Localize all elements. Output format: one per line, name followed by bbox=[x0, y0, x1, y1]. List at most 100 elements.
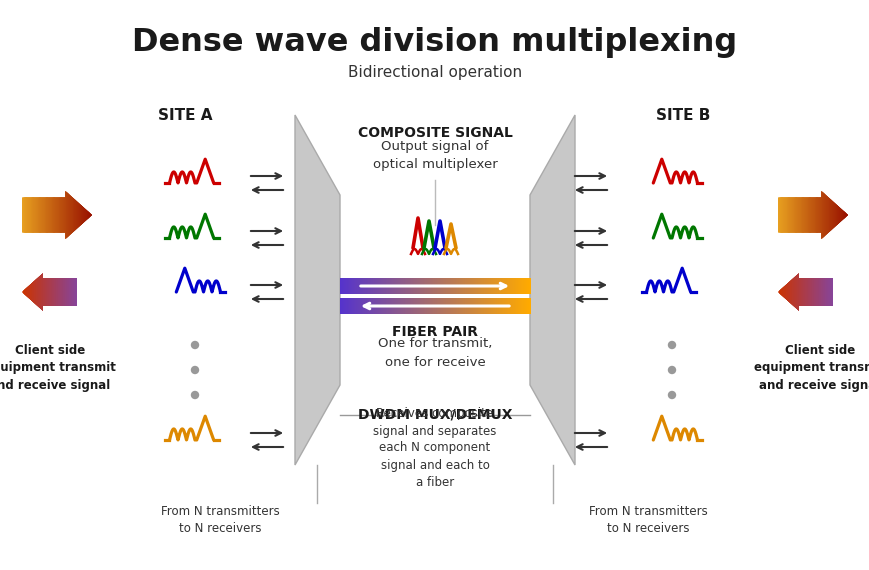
Bar bbox=[393, 278, 395, 294]
Bar bbox=[453, 298, 454, 314]
Bar bbox=[348, 278, 350, 294]
Bar bbox=[413, 278, 414, 294]
Bar bbox=[398, 298, 399, 314]
Bar bbox=[426, 278, 427, 294]
Bar bbox=[391, 298, 392, 314]
Bar bbox=[62, 273, 63, 311]
Bar bbox=[46, 273, 48, 311]
Bar bbox=[77, 191, 79, 239]
Bar bbox=[487, 298, 488, 314]
Bar bbox=[356, 278, 358, 294]
Bar bbox=[503, 298, 505, 314]
Bar bbox=[33, 273, 35, 311]
Bar bbox=[352, 298, 353, 314]
Bar bbox=[523, 298, 525, 314]
Bar bbox=[35, 191, 37, 239]
Bar bbox=[782, 273, 784, 311]
Text: SITE B: SITE B bbox=[655, 108, 709, 123]
Bar bbox=[84, 191, 86, 239]
Bar bbox=[436, 278, 438, 294]
Bar bbox=[370, 298, 371, 314]
Bar bbox=[395, 278, 397, 294]
Bar bbox=[34, 273, 36, 311]
Bar bbox=[358, 298, 360, 314]
Bar bbox=[835, 191, 837, 239]
Bar bbox=[362, 298, 364, 314]
Bar bbox=[36, 273, 37, 311]
Bar bbox=[846, 191, 848, 239]
Bar bbox=[488, 278, 490, 294]
Bar bbox=[411, 298, 413, 314]
Bar bbox=[503, 278, 505, 294]
Bar bbox=[43, 191, 46, 239]
Bar bbox=[50, 191, 53, 239]
Bar bbox=[831, 273, 833, 311]
Bar bbox=[826, 273, 828, 311]
Bar bbox=[428, 278, 429, 294]
Bar bbox=[500, 298, 501, 314]
Bar bbox=[467, 298, 468, 314]
Bar bbox=[526, 278, 527, 294]
Polygon shape bbox=[529, 115, 574, 465]
Bar bbox=[433, 278, 434, 294]
Text: Client side
equipment transmit
and receive signal: Client side equipment transmit and recei… bbox=[0, 344, 116, 392]
Bar bbox=[389, 278, 391, 294]
Bar bbox=[378, 298, 380, 314]
Bar bbox=[61, 273, 63, 311]
Bar bbox=[366, 278, 368, 294]
Bar bbox=[474, 298, 476, 314]
Bar bbox=[22, 273, 23, 311]
Bar bbox=[408, 298, 409, 314]
Bar bbox=[452, 298, 453, 314]
Bar bbox=[468, 298, 469, 314]
Bar bbox=[465, 278, 467, 294]
Bar bbox=[409, 298, 411, 314]
Bar bbox=[380, 278, 381, 294]
Bar bbox=[521, 278, 522, 294]
Bar bbox=[379, 278, 381, 294]
Bar bbox=[372, 298, 374, 314]
Bar bbox=[803, 191, 806, 239]
Bar bbox=[496, 278, 497, 294]
Bar bbox=[417, 278, 418, 294]
Bar bbox=[75, 191, 76, 239]
Bar bbox=[380, 298, 381, 314]
Bar bbox=[382, 298, 383, 314]
Bar bbox=[349, 278, 351, 294]
Bar bbox=[51, 273, 53, 311]
Bar bbox=[86, 191, 88, 239]
Bar bbox=[461, 298, 463, 314]
Bar bbox=[493, 278, 494, 294]
Bar bbox=[496, 298, 497, 314]
Bar bbox=[799, 273, 800, 311]
Bar bbox=[498, 278, 499, 294]
Bar bbox=[807, 273, 809, 311]
Bar bbox=[804, 191, 806, 239]
Bar bbox=[393, 298, 395, 314]
Bar bbox=[465, 298, 467, 314]
Bar bbox=[360, 278, 362, 294]
Bar bbox=[35, 273, 36, 311]
Bar bbox=[795, 191, 798, 239]
Bar bbox=[398, 278, 399, 294]
Bar bbox=[52, 273, 54, 311]
Bar bbox=[482, 278, 484, 294]
Bar bbox=[441, 298, 442, 314]
Bar bbox=[461, 298, 462, 314]
Bar bbox=[388, 298, 390, 314]
Bar bbox=[437, 278, 439, 294]
Bar bbox=[343, 298, 345, 314]
Bar bbox=[412, 298, 413, 314]
Bar bbox=[485, 298, 487, 314]
Bar bbox=[793, 191, 795, 239]
Bar bbox=[506, 278, 507, 294]
Bar bbox=[391, 278, 392, 294]
Bar bbox=[349, 298, 350, 314]
Bar bbox=[806, 273, 807, 311]
Bar bbox=[480, 278, 481, 294]
Bar bbox=[55, 273, 56, 311]
Bar bbox=[481, 278, 483, 294]
Bar bbox=[462, 278, 464, 294]
Bar bbox=[409, 278, 411, 294]
Bar bbox=[42, 191, 44, 239]
